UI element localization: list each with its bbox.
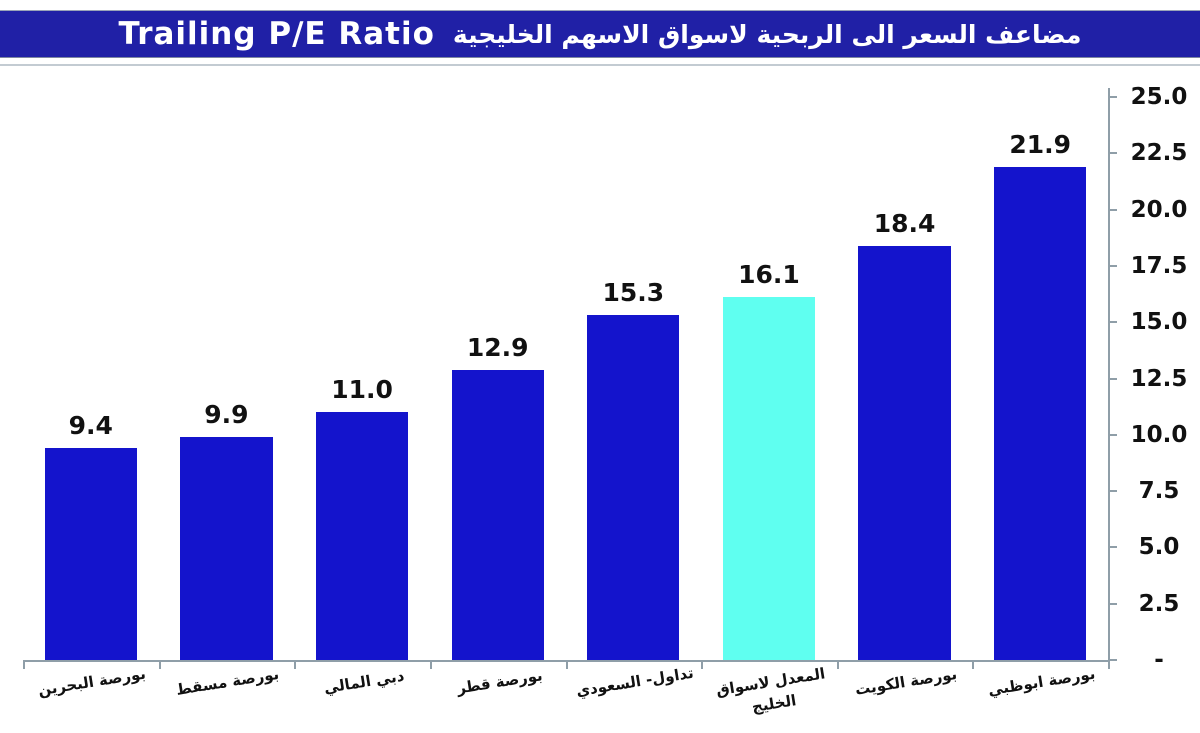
chart-title-latin: Trailing P/E Ratio [118,16,435,52]
y-axis-tick-label: 10.0 [1130,421,1188,448]
x-category-label: بورصة مسقط [175,664,281,699]
x-axis-tick [836,660,839,669]
y-axis-tick-label: 15.0 [1130,309,1188,336]
y-axis-tick [1108,321,1117,324]
y-axis-tick-label: 12.5 [1130,365,1188,392]
x-axis-tick [701,660,704,669]
y-axis-tick [1108,377,1117,380]
x-category-cell: بورصة مسقط [159,665,295,716]
x-category-cell: بورصة البحرين [23,664,159,716]
x-axis-tick [1108,660,1110,669]
bar-slot: 18.4 [837,97,973,660]
x-category-cell: المعدل لاسواق الخليج [701,664,837,715]
bar-value-label: 18.4 [873,208,936,238]
y-axis-tick [1108,602,1117,605]
bar-slot: 12.9 [430,97,566,660]
bar-slot: 9.4 [23,97,159,660]
y-axis-tick-label: 17.5 [1130,252,1188,279]
bar [858,245,951,660]
bar [315,412,409,660]
x-category-cell: بورصة الكويت [837,665,973,716]
y-axis-tick-label: 20.0 [1130,196,1188,223]
bar-value-label: 16.1 [738,260,800,290]
y-axis-tick [1108,490,1117,493]
bar-value-label: 9.4 [68,411,113,441]
y-axis-tick [1108,659,1117,661]
title-separator-line [0,64,1200,66]
x-category-labels: بورصة البحرين بورصة مسقط دبي المالي بورصة ق… [23,664,1108,716]
y-axis-tick-label: 2.5 [1138,590,1180,617]
y-axis-tick [1108,96,1117,98]
bar-slot: 21.9 [972,97,1108,660]
x-axis-tick [158,660,161,669]
x-axis-tick [565,660,568,669]
x-category-label: بورصة الكويت [853,664,959,699]
bar-slot: 9.9 [159,97,295,660]
x-axis-tick [972,660,975,669]
x-category-cell: تداول- السعودي [566,664,702,716]
y-axis-tick-label: 5.0 [1138,534,1180,561]
x-category-label: بورصة ابوظبي [986,664,1097,700]
x-category-cell: بورصة قطر [430,666,566,716]
y-axis-tick [1108,546,1117,549]
y-axis-tick-label: 25.0 [1130,84,1188,110]
bar [451,369,544,660]
y-axis-tick [1108,264,1117,267]
bar-value-label: 9.9 [204,400,249,430]
plot-area: 9.4 9.9 11.0 12.9 15.3 16.1 18.4 21.9 [23,97,1108,662]
bar-slot: 16.1 [701,97,837,660]
x-category-cell: بورصة ابوظبي [972,665,1108,716]
x-axis-tick [23,660,25,669]
bar-value-label: 21.9 [1009,129,1072,159]
chart-title-arabic: مضاعف السعر الى الربحية لاسواق الاسهم ال… [452,19,1082,49]
y-axis-tick [1108,152,1117,155]
y-axis-tick [1108,208,1117,211]
x-category-label: دبي المالي [322,666,406,698]
x-category-cell: دبي المالي [294,666,430,716]
bar-value-label: 11.0 [331,375,393,405]
y-axis-tick [1108,433,1117,436]
bar [44,448,137,660]
bar [994,166,1087,660]
bar [180,437,273,660]
bar-value-label: 15.3 [602,278,665,308]
x-category-label: بورصة البحرين [37,664,148,700]
bar-slot: 11.0 [294,97,430,660]
y-axis-tick-label: - [1154,647,1164,673]
bars-container: 9.4 9.9 11.0 12.9 15.3 16.1 18.4 21.9 [23,97,1108,660]
bar-slot: 15.3 [566,97,702,660]
x-axis-tick [294,660,297,669]
x-category-label: المعدل لاسواق الخليج [714,664,827,716]
x-axis-tick [429,660,432,669]
bar-value-label: 12.9 [466,332,529,362]
chart-title-bar: Trailing P/E Ratio مضاعف السعر الى الربح… [0,10,1200,58]
x-category-label: بورصة قطر [455,666,544,698]
y-axis-tick-label: 7.5 [1138,478,1180,505]
bar-highlight [722,297,816,660]
y-axis-line [1108,88,1110,666]
x-category-label: تداول- السعودي [574,663,695,701]
y-axis-tick-label: 22.5 [1130,140,1188,167]
bar [587,315,680,660]
